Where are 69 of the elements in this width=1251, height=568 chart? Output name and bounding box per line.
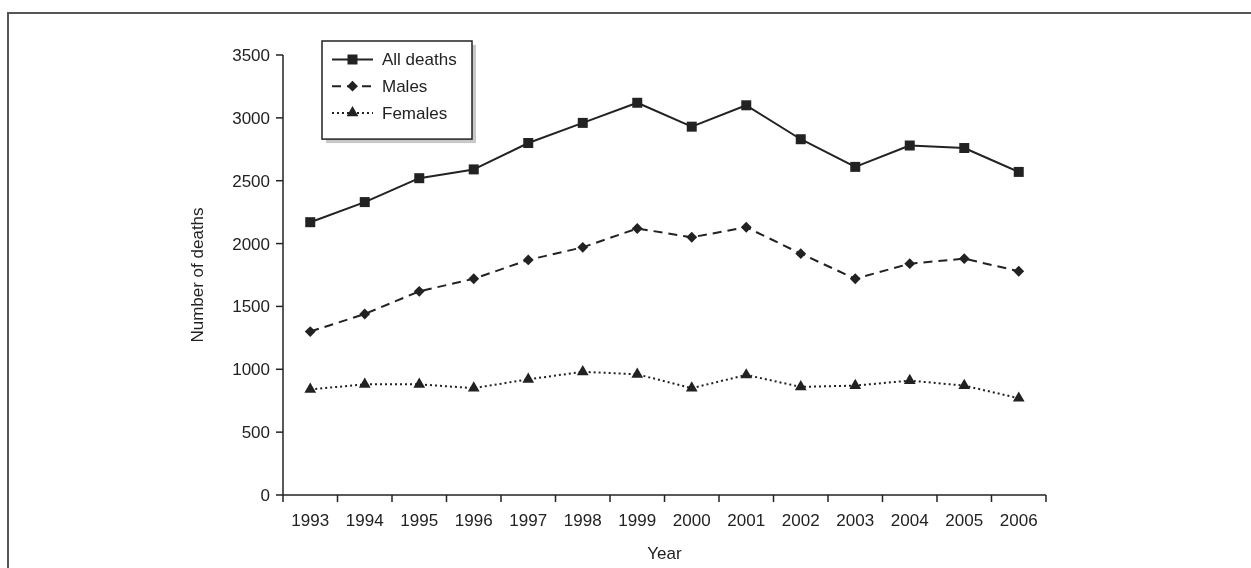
point: [850, 161, 861, 172]
point: [686, 121, 697, 132]
point: [794, 380, 807, 391]
y-tick-label: 0: [260, 485, 270, 505]
x-tick-label: 1994: [345, 511, 384, 530]
point: [522, 254, 534, 266]
x-tick-label: 2001: [727, 511, 766, 530]
point: [795, 248, 807, 260]
x-tick-label: 2005: [945, 511, 984, 530]
point: [467, 381, 480, 392]
point: [1013, 166, 1024, 177]
legend-label: Males: [382, 77, 428, 97]
y-tick-label: 500: [241, 423, 270, 443]
point: [413, 377, 426, 388]
point: [576, 365, 589, 376]
y-tick-label: 1500: [232, 297, 270, 317]
point: [304, 382, 317, 393]
y-tick-label: 3000: [232, 108, 270, 128]
point: [523, 138, 534, 148]
y-tick-label: 1000: [232, 360, 270, 380]
y-axis-title: Number of deaths: [188, 207, 207, 343]
point: [468, 164, 479, 175]
point: [740, 368, 753, 379]
x-tick-label: 1995: [400, 511, 439, 530]
point: [468, 273, 480, 285]
point: [359, 308, 371, 320]
point: [305, 217, 316, 228]
point: [904, 140, 915, 151]
x-tick-label: 2003: [836, 511, 875, 530]
point: [1012, 391, 1025, 402]
point: [1013, 265, 1025, 277]
x-tick-label: 1999: [618, 511, 657, 530]
point: [849, 273, 861, 285]
point: [304, 326, 316, 337]
x-tick-label: 1993: [291, 511, 330, 530]
x-axis-title: Year: [647, 544, 683, 563]
x-tick-label: 2000: [672, 511, 711, 530]
point: [795, 134, 806, 145]
point: [849, 378, 862, 390]
legend-label: Females: [382, 103, 448, 123]
point: [631, 223, 643, 234]
x-tick-label: 2002: [781, 511, 820, 530]
point: [631, 367, 644, 378]
point: [740, 221, 752, 233]
point: [522, 372, 535, 383]
point: [904, 258, 916, 270]
point: [685, 381, 698, 392]
x-tick-label: 2004: [890, 511, 929, 530]
x-tick-label: 1998: [563, 511, 602, 530]
point: [577, 117, 588, 128]
legend-label: All deaths: [382, 50, 457, 70]
x-tick-label: 2006: [999, 511, 1038, 530]
point: [958, 253, 970, 265]
point: [632, 97, 643, 108]
point: [358, 377, 371, 388]
point: [413, 285, 425, 297]
point: [958, 378, 971, 390]
x-tick-label: 1997: [509, 511, 548, 530]
x-tick-label: 1996: [454, 511, 493, 530]
y-tick-label: 3500: [232, 45, 270, 65]
point: [577, 241, 589, 253]
point: [359, 197, 370, 208]
point: [414, 173, 425, 184]
point: [686, 231, 698, 243]
point: [959, 143, 970, 154]
point: [741, 100, 752, 111]
y-tick-label: 2000: [232, 234, 270, 254]
y-tick-label: 2500: [232, 171, 270, 191]
point: [903, 373, 916, 384]
